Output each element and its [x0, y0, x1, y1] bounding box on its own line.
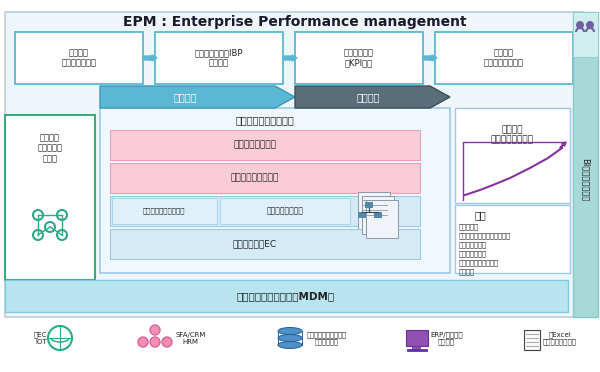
Ellipse shape: [278, 327, 302, 334]
Bar: [15, 32, 143, 84]
Text: ・EC
IOT: ・EC IOT: [34, 331, 47, 345]
Bar: [112, 198, 217, 224]
FancyArrow shape: [295, 86, 450, 108]
Bar: [5, 12, 583, 317]
Text: ・ポートフィリオ分析: ・ポートフィリオ分析: [459, 260, 499, 266]
Bar: [110, 163, 420, 193]
Bar: [100, 108, 450, 273]
Circle shape: [162, 337, 172, 347]
Text: 組織への展開
とKPI設定: 組織への展開 とKPI設定: [344, 48, 374, 68]
Circle shape: [586, 21, 594, 29]
Ellipse shape: [278, 341, 302, 349]
Text: 実績情報：統合・蓄積: 実績情報：統合・蓄積: [236, 115, 295, 125]
Bar: [362, 196, 394, 234]
Bar: [358, 192, 390, 230]
Bar: [455, 205, 570, 273]
Bar: [220, 198, 350, 224]
Text: サプライチェーン: サプライチェーン: [266, 206, 304, 215]
Bar: [5, 115, 95, 280]
FancyArrow shape: [423, 55, 437, 61]
Bar: [435, 32, 573, 84]
Bar: [155, 32, 283, 84]
Bar: [524, 330, 540, 350]
Circle shape: [150, 325, 160, 335]
Bar: [573, 12, 598, 57]
FancyArrow shape: [283, 55, 297, 61]
Bar: [358, 212, 366, 218]
Text: EPM : Enterprise Performance management: EPM : Enterprise Performance management: [123, 15, 467, 29]
Ellipse shape: [278, 334, 302, 341]
Bar: [412, 346, 420, 350]
Text: ・投資リターン: ・投資リターン: [459, 242, 487, 248]
Bar: [110, 229, 420, 259]
Text: 分析: 分析: [475, 210, 487, 220]
Bar: [110, 196, 420, 226]
Text: ・データウエアハウス
データベース: ・データウエアハウス データベース: [307, 331, 347, 345]
Bar: [110, 130, 420, 160]
Text: ・予実分析: ・予実分析: [459, 224, 479, 230]
Text: データ収集・正規化（MDM）: データ収集・正規化（MDM）: [237, 291, 335, 301]
Bar: [406, 330, 428, 346]
Text: ・・・・: ・・・・: [459, 269, 475, 275]
Bar: [295, 32, 423, 84]
FancyArrow shape: [560, 142, 566, 148]
Text: 開発・イノベーション: 開発・イノベーション: [143, 208, 185, 214]
Text: 財務会計・連結会計: 財務会計・連結会計: [231, 173, 279, 183]
Text: ・Excel
フラットファイル: ・Excel フラットファイル: [543, 331, 577, 345]
Circle shape: [150, 337, 160, 347]
Text: 将来予測
シミュレーション: 将来予測 シミュレーション: [491, 125, 533, 145]
Bar: [573, 12, 598, 317]
Text: 外部環境
マーケット
データ: 外部環境 マーケット データ: [37, 133, 62, 163]
Circle shape: [576, 21, 584, 29]
Text: SFA/CRM
HRM: SFA/CRM HRM: [175, 331, 205, 344]
Text: ビジネス計画：IBP
予算策定: ビジネス計画：IBP 予算策定: [195, 48, 243, 68]
Text: 先行指標: 先行指標: [173, 92, 197, 102]
Text: ERP/レガシー
システム: ERP/レガシー システム: [430, 331, 463, 345]
Bar: [366, 200, 398, 238]
Text: ・事業・製品ライフサイクル: ・事業・製品ライフサイクル: [459, 233, 511, 239]
Bar: [5, 280, 568, 312]
Text: 着地見込
ビジネスシナリオ: 着地見込 ビジネスシナリオ: [484, 48, 524, 68]
Text: BI：ビジュアル化: BI：ビジュアル化: [581, 158, 589, 202]
Text: 顧客・営業・EC: 顧客・営業・EC: [233, 240, 277, 248]
FancyArrow shape: [143, 55, 157, 61]
Text: 成果指標: 成果指標: [356, 92, 380, 102]
Bar: [365, 202, 373, 208]
FancyArrow shape: [100, 86, 295, 108]
Text: ・連結多軸損益: ・連結多軸損益: [459, 251, 487, 257]
Text: 中長期：
戦略・計画策定: 中長期： 戦略・計画策定: [62, 48, 97, 68]
Circle shape: [138, 337, 148, 347]
Bar: [374, 212, 382, 218]
Bar: [455, 108, 570, 203]
Text: 人材マネジメント: 人材マネジメント: [233, 141, 277, 150]
